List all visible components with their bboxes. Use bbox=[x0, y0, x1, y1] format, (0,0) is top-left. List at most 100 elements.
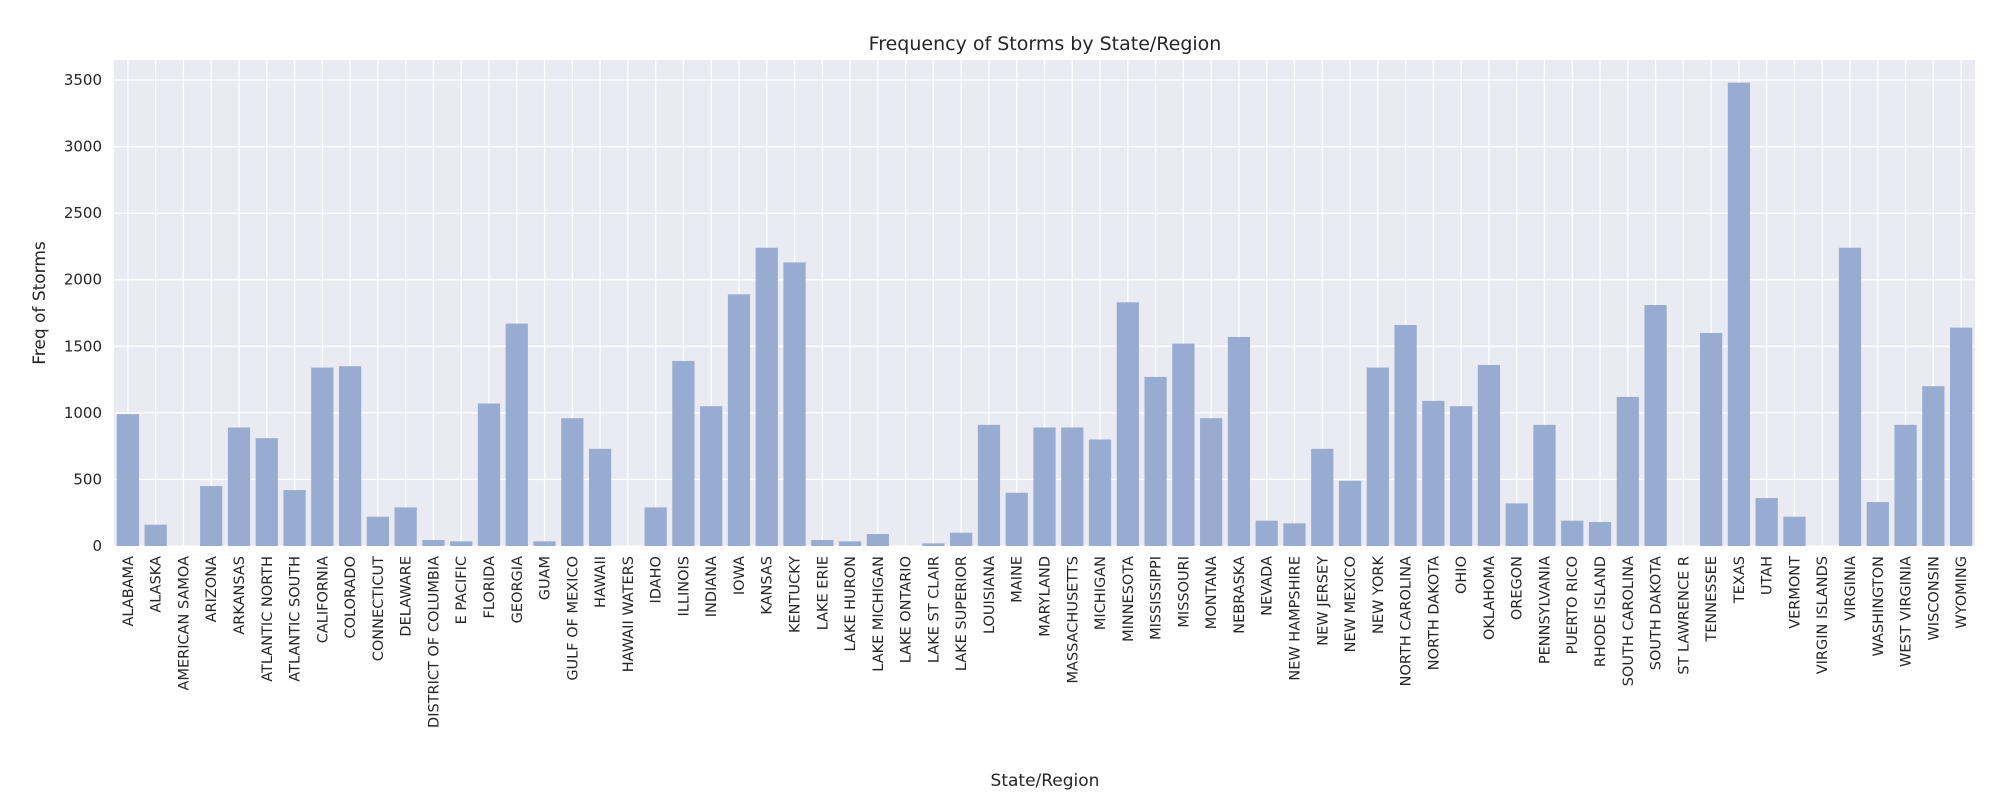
x-tick-label: SOUTH CAROLINA bbox=[1621, 556, 1637, 686]
bar bbox=[227, 427, 251, 546]
x-tick-label: LAKE ST CLAIR bbox=[926, 556, 942, 663]
x-tick-label: OHIO bbox=[1454, 556, 1470, 594]
x-tick-label: SOUTH DAKOTA bbox=[1649, 556, 1665, 670]
x-tick-label: UTAH bbox=[1760, 556, 1776, 595]
x-tick-labels: ALABAMA ALASKA AMERICAN SAMOA ARIZONA ARKANS… bbox=[121, 556, 1970, 728]
x-tick-label: OREGON bbox=[1510, 556, 1526, 620]
bar bbox=[283, 490, 306, 546]
bar bbox=[1838, 247, 1862, 546]
y-axis-label: Freq of Storms bbox=[30, 241, 50, 365]
bar bbox=[1283, 523, 1306, 546]
x-tick-label: AMERICAN SAMOA bbox=[176, 556, 192, 691]
x-tick-label: VERMONT bbox=[1787, 556, 1803, 629]
bar bbox=[977, 424, 1001, 546]
y-tick-label: 3000 bbox=[64, 138, 102, 156]
x-tick-label: MICHIGAN bbox=[1093, 556, 1109, 630]
bar bbox=[311, 367, 334, 546]
bar bbox=[338, 366, 362, 546]
x-axis-label: State/Region bbox=[991, 771, 1100, 791]
bar bbox=[1394, 324, 1417, 546]
x-tick-label: DISTRICT OF COLUMBIA bbox=[426, 556, 442, 728]
x-tick-label: NEVADA bbox=[1260, 556, 1276, 616]
bar bbox=[1200, 418, 1223, 546]
x-tick-label: LAKE ONTARIO bbox=[899, 556, 915, 663]
x-tick-label: ST LAWRENCE R bbox=[1676, 556, 1692, 675]
bar bbox=[672, 360, 695, 546]
y-tick-label: 1000 bbox=[64, 404, 102, 422]
x-tick-label: CONNECTICUT bbox=[371, 556, 387, 661]
x-tick-label: VIRGINIA bbox=[1843, 556, 1859, 621]
bar bbox=[727, 294, 751, 546]
bar bbox=[1505, 503, 1528, 546]
bar bbox=[1783, 516, 1806, 546]
x-tick-label: WASHINGTON bbox=[1871, 556, 1887, 657]
bar bbox=[144, 524, 167, 546]
bar bbox=[1366, 367, 1389, 546]
bar bbox=[1450, 406, 1473, 546]
bar bbox=[1144, 376, 1167, 546]
bar bbox=[255, 438, 278, 546]
bar bbox=[922, 543, 945, 546]
x-tick-label: IDAHO bbox=[649, 556, 665, 603]
y-tick-label: 3500 bbox=[64, 71, 102, 89]
x-tick-label: RHODE ISLAND bbox=[1593, 556, 1609, 667]
bar bbox=[1116, 302, 1139, 546]
x-tick-label: NEBRASKA bbox=[1232, 556, 1248, 634]
bar bbox=[1477, 364, 1501, 546]
chart-title: Frequency of Storms by State/Region bbox=[869, 33, 1222, 55]
bar bbox=[1561, 520, 1584, 546]
bar bbox=[422, 540, 445, 546]
x-tick-label: MARYLAND bbox=[1038, 556, 1054, 637]
x-tick-label: KANSAS bbox=[760, 556, 776, 615]
bar bbox=[950, 532, 973, 546]
bar bbox=[1644, 304, 1667, 546]
x-tick-label: TENNESSEE bbox=[1704, 556, 1720, 643]
bar bbox=[366, 516, 389, 546]
x-tick-label: FLORIDA bbox=[482, 556, 498, 619]
x-tick-label: PUERTO RICO bbox=[1565, 556, 1581, 654]
x-tick-label: DELAWARE bbox=[399, 556, 415, 637]
y-tick-label: 2500 bbox=[64, 204, 102, 222]
x-tick-label: PENNSYLVANIA bbox=[1537, 556, 1553, 664]
x-tick-label: LAKE MICHIGAN bbox=[871, 556, 887, 672]
bar bbox=[1588, 522, 1612, 546]
bar bbox=[394, 507, 417, 546]
bar bbox=[1033, 427, 1056, 546]
bar bbox=[783, 262, 806, 546]
x-tick-label: NEW MEXICO bbox=[1343, 556, 1359, 652]
bar bbox=[1338, 480, 1362, 546]
bar bbox=[1700, 332, 1723, 546]
bar bbox=[1894, 424, 1917, 546]
x-tick-label: ARKANSAS bbox=[232, 556, 248, 635]
y-tick-label: 500 bbox=[73, 470, 102, 488]
x-tick-label: KENTUCKY bbox=[788, 556, 804, 633]
x-tick-label: ALASKA bbox=[149, 556, 165, 613]
x-tick-label: LAKE SUPERIOR bbox=[954, 556, 970, 671]
bar bbox=[533, 541, 556, 546]
bar bbox=[1311, 448, 1334, 546]
bar bbox=[477, 403, 501, 546]
grid-lines bbox=[114, 60, 1975, 547]
x-tick-label: GULF OF MEXICO bbox=[565, 556, 581, 681]
bar bbox=[1533, 424, 1556, 546]
bar bbox=[588, 448, 612, 546]
x-tick-label: MASSACHUSETTS bbox=[1065, 556, 1081, 683]
bar bbox=[200, 486, 223, 546]
x-tick-label: ILLINOIS bbox=[676, 556, 692, 616]
x-tick-label: LAKE HURON bbox=[843, 556, 859, 651]
x-tick-label: MINNESOTA bbox=[1121, 556, 1137, 642]
bar bbox=[1616, 396, 1639, 546]
x-tick-label: NEW JERSEY bbox=[1315, 556, 1331, 646]
x-tick-label: VIRGIN ISLANDS bbox=[1815, 556, 1831, 674]
x-tick-label: CALIFORNIA bbox=[315, 556, 331, 643]
bar bbox=[505, 323, 528, 546]
x-tick-label: HAWAII WATERS bbox=[621, 556, 637, 672]
bar bbox=[1061, 427, 1084, 546]
y-tick-labels: 0 500 1000 1500 2000 2500 3000 3500 bbox=[64, 71, 102, 555]
y-tick-label: 2000 bbox=[64, 271, 102, 289]
bar bbox=[1422, 400, 1445, 546]
bar bbox=[1227, 336, 1251, 546]
bar bbox=[1866, 502, 1889, 546]
bar bbox=[1088, 439, 1112, 546]
x-tick-label: GUAM bbox=[538, 556, 554, 600]
